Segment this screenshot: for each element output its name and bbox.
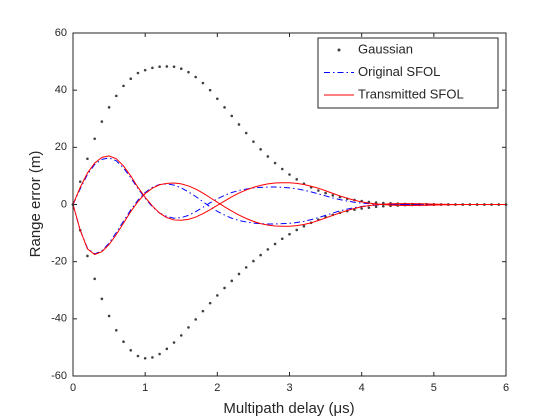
data-point [259, 253, 262, 257]
y-tick-label: 60 [55, 27, 67, 39]
data-point [194, 318, 197, 321]
data-point [317, 189, 320, 192]
legend: Gaussian Original SFOL Transmitted SFOL [317, 37, 499, 109]
data-point [143, 356, 147, 360]
data-point [122, 84, 125, 88]
data-point [115, 328, 118, 332]
y-tick-label: -20 [51, 256, 67, 268]
data-point [216, 294, 219, 297]
plot-frame [72, 32, 507, 377]
data-point [136, 354, 140, 358]
data-point [331, 194, 335, 197]
x-tick-label: 0 [70, 382, 76, 394]
data-point [302, 224, 306, 228]
data-point [93, 277, 96, 281]
data-point [295, 178, 299, 181]
data-point [179, 67, 183, 71]
data-point [360, 207, 363, 210]
data-point [151, 66, 154, 70]
data-point [136, 71, 140, 75]
data-point [165, 65, 169, 68]
data-point [151, 356, 154, 359]
data-point [374, 205, 378, 209]
data-point [280, 167, 284, 171]
y-tick-label: -40 [51, 313, 67, 325]
x-tick-label: 4 [359, 382, 365, 394]
data-point [78, 180, 82, 183]
legend-label: Original SFOL [358, 64, 440, 79]
y-tick-label: 20 [55, 141, 67, 153]
data-point [382, 204, 385, 208]
data-point [201, 81, 205, 85]
data-point [158, 65, 161, 69]
data-point [143, 68, 147, 72]
data-point [266, 248, 270, 251]
y-tick-label: 0 [61, 198, 67, 210]
data-point [244, 131, 248, 135]
series-line [72, 183, 506, 255]
data-point [244, 266, 248, 269]
data-point [201, 309, 205, 313]
legend-marker [337, 48, 341, 52]
data-point [230, 114, 234, 118]
data-point [252, 259, 255, 263]
data-point [86, 254, 89, 258]
data-point [129, 77, 133, 81]
x-axis-label: Multipath delay (μs) [223, 400, 354, 417]
data-point [273, 242, 277, 246]
y-tick-label: 40 [55, 84, 67, 96]
data-point [367, 206, 371, 209]
data-point [252, 140, 255, 143]
series-line [72, 155, 506, 221]
data-point [129, 348, 133, 352]
data-point [158, 352, 161, 356]
data-point [187, 326, 190, 329]
x-tick-label: 5 [431, 382, 437, 394]
data-point [86, 157, 89, 161]
y-axis-label: Range error (m) [27, 151, 44, 258]
data-point [172, 341, 176, 344]
data-point [324, 191, 327, 195]
data-point [208, 88, 212, 92]
data-point [208, 301, 212, 305]
data-point [237, 272, 241, 276]
data-point [223, 106, 226, 109]
data-point [93, 137, 96, 141]
data-point [223, 286, 226, 290]
data-point [100, 120, 104, 123]
data-point [107, 314, 111, 318]
legend-label: Gaussian [358, 41, 413, 56]
data-point [237, 123, 241, 126]
data-point [107, 106, 111, 109]
y-tick-label: -60 [51, 370, 67, 382]
data-point [179, 334, 183, 337]
data-point [266, 155, 270, 158]
data-point [259, 148, 262, 151]
x-tick-label: 3 [286, 382, 292, 394]
data-point [122, 340, 125, 344]
data-point [295, 228, 299, 232]
data-point [172, 65, 176, 69]
data-point [280, 237, 284, 241]
series-line [72, 182, 506, 256]
data-point [273, 161, 277, 165]
data-point [288, 232, 291, 236]
data-point [165, 347, 169, 351]
data-point [115, 94, 118, 98]
data-point [288, 173, 291, 176]
x-tick-label: 1 [142, 382, 148, 394]
data-point [187, 70, 190, 74]
data-point [194, 75, 197, 79]
data-point [374, 201, 378, 204]
legend-label: Transmitted SFOL [358, 86, 464, 101]
x-tick-label: 2 [214, 382, 220, 394]
x-tick-label: 6 [503, 382, 509, 394]
data-point [100, 297, 104, 301]
data-point [230, 279, 234, 283]
data-point [216, 97, 219, 101]
